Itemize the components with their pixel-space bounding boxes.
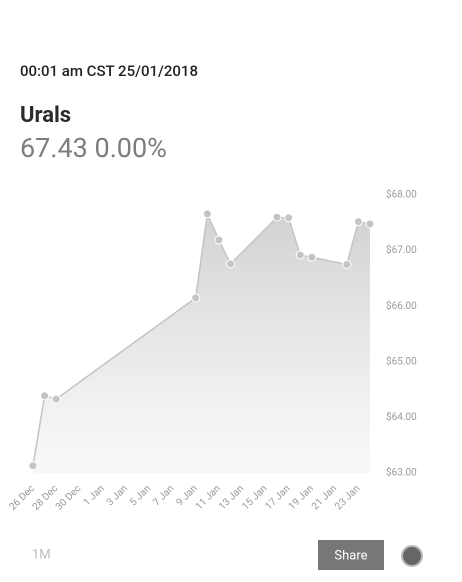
point bbox=[226, 259, 236, 269]
point bbox=[284, 213, 294, 223]
point bbox=[365, 219, 375, 229]
x-tick-label: 28 Dec bbox=[31, 483, 61, 513]
point bbox=[191, 293, 201, 303]
point bbox=[28, 461, 38, 471]
point bbox=[202, 209, 212, 219]
x-tick-label: 3 Jan bbox=[105, 483, 130, 508]
point bbox=[214, 235, 224, 245]
x-tick-label: 13 Jan bbox=[217, 483, 246, 512]
y-tick-label: $64.00 bbox=[386, 410, 417, 423]
x-tick-label: 23 Jan bbox=[333, 483, 362, 512]
point bbox=[40, 391, 50, 401]
x-tick-label: 21 Jan bbox=[310, 483, 339, 512]
point bbox=[353, 217, 363, 227]
share-button-bg[interactable] bbox=[318, 540, 384, 570]
range-button[interactable]: 1M bbox=[32, 547, 51, 562]
x-tick-label: 26 Dec bbox=[7, 483, 37, 513]
timestamp: 00:01 am CST 25/01/2018 bbox=[20, 62, 198, 80]
instrument-name: Urals bbox=[20, 103, 71, 128]
plot: $63.00 $64.00 $65.00 $66.00 $67.00 $68.00 26 D… bbox=[7, 188, 417, 513]
y-tick-label: $68.00 bbox=[386, 188, 417, 201]
x-tick-label: 30 Dec bbox=[54, 483, 84, 513]
point bbox=[51, 394, 61, 404]
share-button[interactable]: Share bbox=[334, 548, 367, 563]
y-tick-label: $67.00 bbox=[386, 243, 417, 256]
y-tick-label: $66.00 bbox=[386, 299, 417, 312]
share-icon[interactable] bbox=[401, 545, 423, 567]
y-tick-label: $65.00 bbox=[386, 354, 417, 367]
quote: 67.43 0.00% bbox=[20, 132, 167, 164]
point bbox=[342, 260, 352, 269]
x-tick-label: 17 Jan bbox=[264, 483, 293, 512]
x-tick-label: 5 Jan bbox=[128, 483, 153, 508]
point bbox=[307, 252, 317, 262]
point bbox=[272, 212, 282, 222]
x-tick-label: 19 Jan bbox=[287, 483, 316, 512]
x-tick-label: 15 Jan bbox=[240, 483, 269, 512]
area bbox=[33, 213, 370, 474]
x-tick-label: 11 Jan bbox=[194, 483, 223, 512]
x-tick-label: 1 Jan bbox=[82, 483, 107, 508]
point bbox=[295, 250, 305, 260]
y-tick-label: $63.00 bbox=[386, 466, 417, 479]
line bbox=[32, 211, 371, 466]
x-tick-label: 7 Jan bbox=[151, 483, 176, 508]
